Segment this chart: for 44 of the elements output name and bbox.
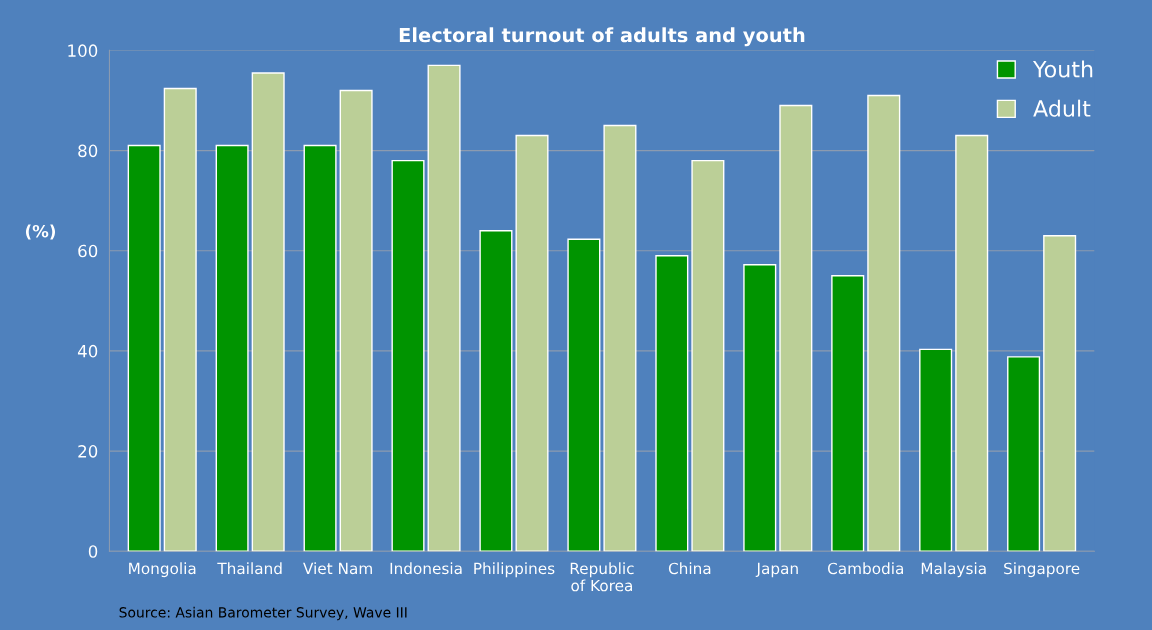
bar	[163, 87, 197, 552]
bar	[743, 264, 777, 552]
y-tick-label: 80	[78, 144, 98, 158]
x-tick-label: China	[668, 562, 711, 575]
legend-label: Adult	[1033, 99, 1091, 117]
bar	[831, 275, 865, 552]
bar	[691, 159, 725, 552]
chart-title: Electoral turnout of adults and youth	[399, 27, 805, 47]
bar	[339, 89, 373, 552]
y-axis-title: (%)	[25, 224, 56, 240]
bar	[919, 348, 953, 552]
bar	[567, 238, 601, 552]
bar	[127, 144, 161, 552]
legend-label: Youth	[1032, 60, 1093, 78]
x-tick-label: Philippines	[474, 562, 555, 578]
bar	[603, 124, 637, 552]
x-tick-label: Indonesia	[390, 562, 462, 575]
bar	[427, 64, 461, 552]
x-tick-label: Republic of Korea	[570, 562, 634, 592]
bar	[1043, 235, 1077, 552]
bar	[515, 134, 549, 552]
y-tick-label: 20	[78, 445, 98, 458]
x-tick-label: Malaysia	[921, 562, 986, 578]
x-tick-label: Viet Nam	[303, 562, 372, 575]
y-tick-label: 60	[78, 244, 98, 258]
bar	[655, 255, 689, 552]
bar	[479, 230, 513, 552]
bar	[867, 94, 901, 552]
x-tick-label: Cambodia	[827, 562, 903, 575]
y-tick-label: 40	[77, 344, 98, 358]
bar	[303, 144, 337, 552]
bar	[215, 144, 249, 552]
source-note: Source: Asian Barometer Survey, Wave III	[119, 606, 407, 621]
bar	[251, 72, 285, 552]
bar	[779, 104, 813, 552]
x-tick-label: Mongolia	[129, 562, 196, 578]
bar	[955, 134, 989, 552]
y-tick-label: 100	[68, 44, 98, 57]
y-tick-label: 0	[88, 545, 98, 558]
x-tick-label: Singapore	[1004, 562, 1080, 578]
bar	[1007, 356, 1041, 552]
bar	[391, 159, 425, 552]
x-tick-label: Japan	[755, 562, 798, 578]
x-tick-label: Thailand	[217, 562, 282, 575]
